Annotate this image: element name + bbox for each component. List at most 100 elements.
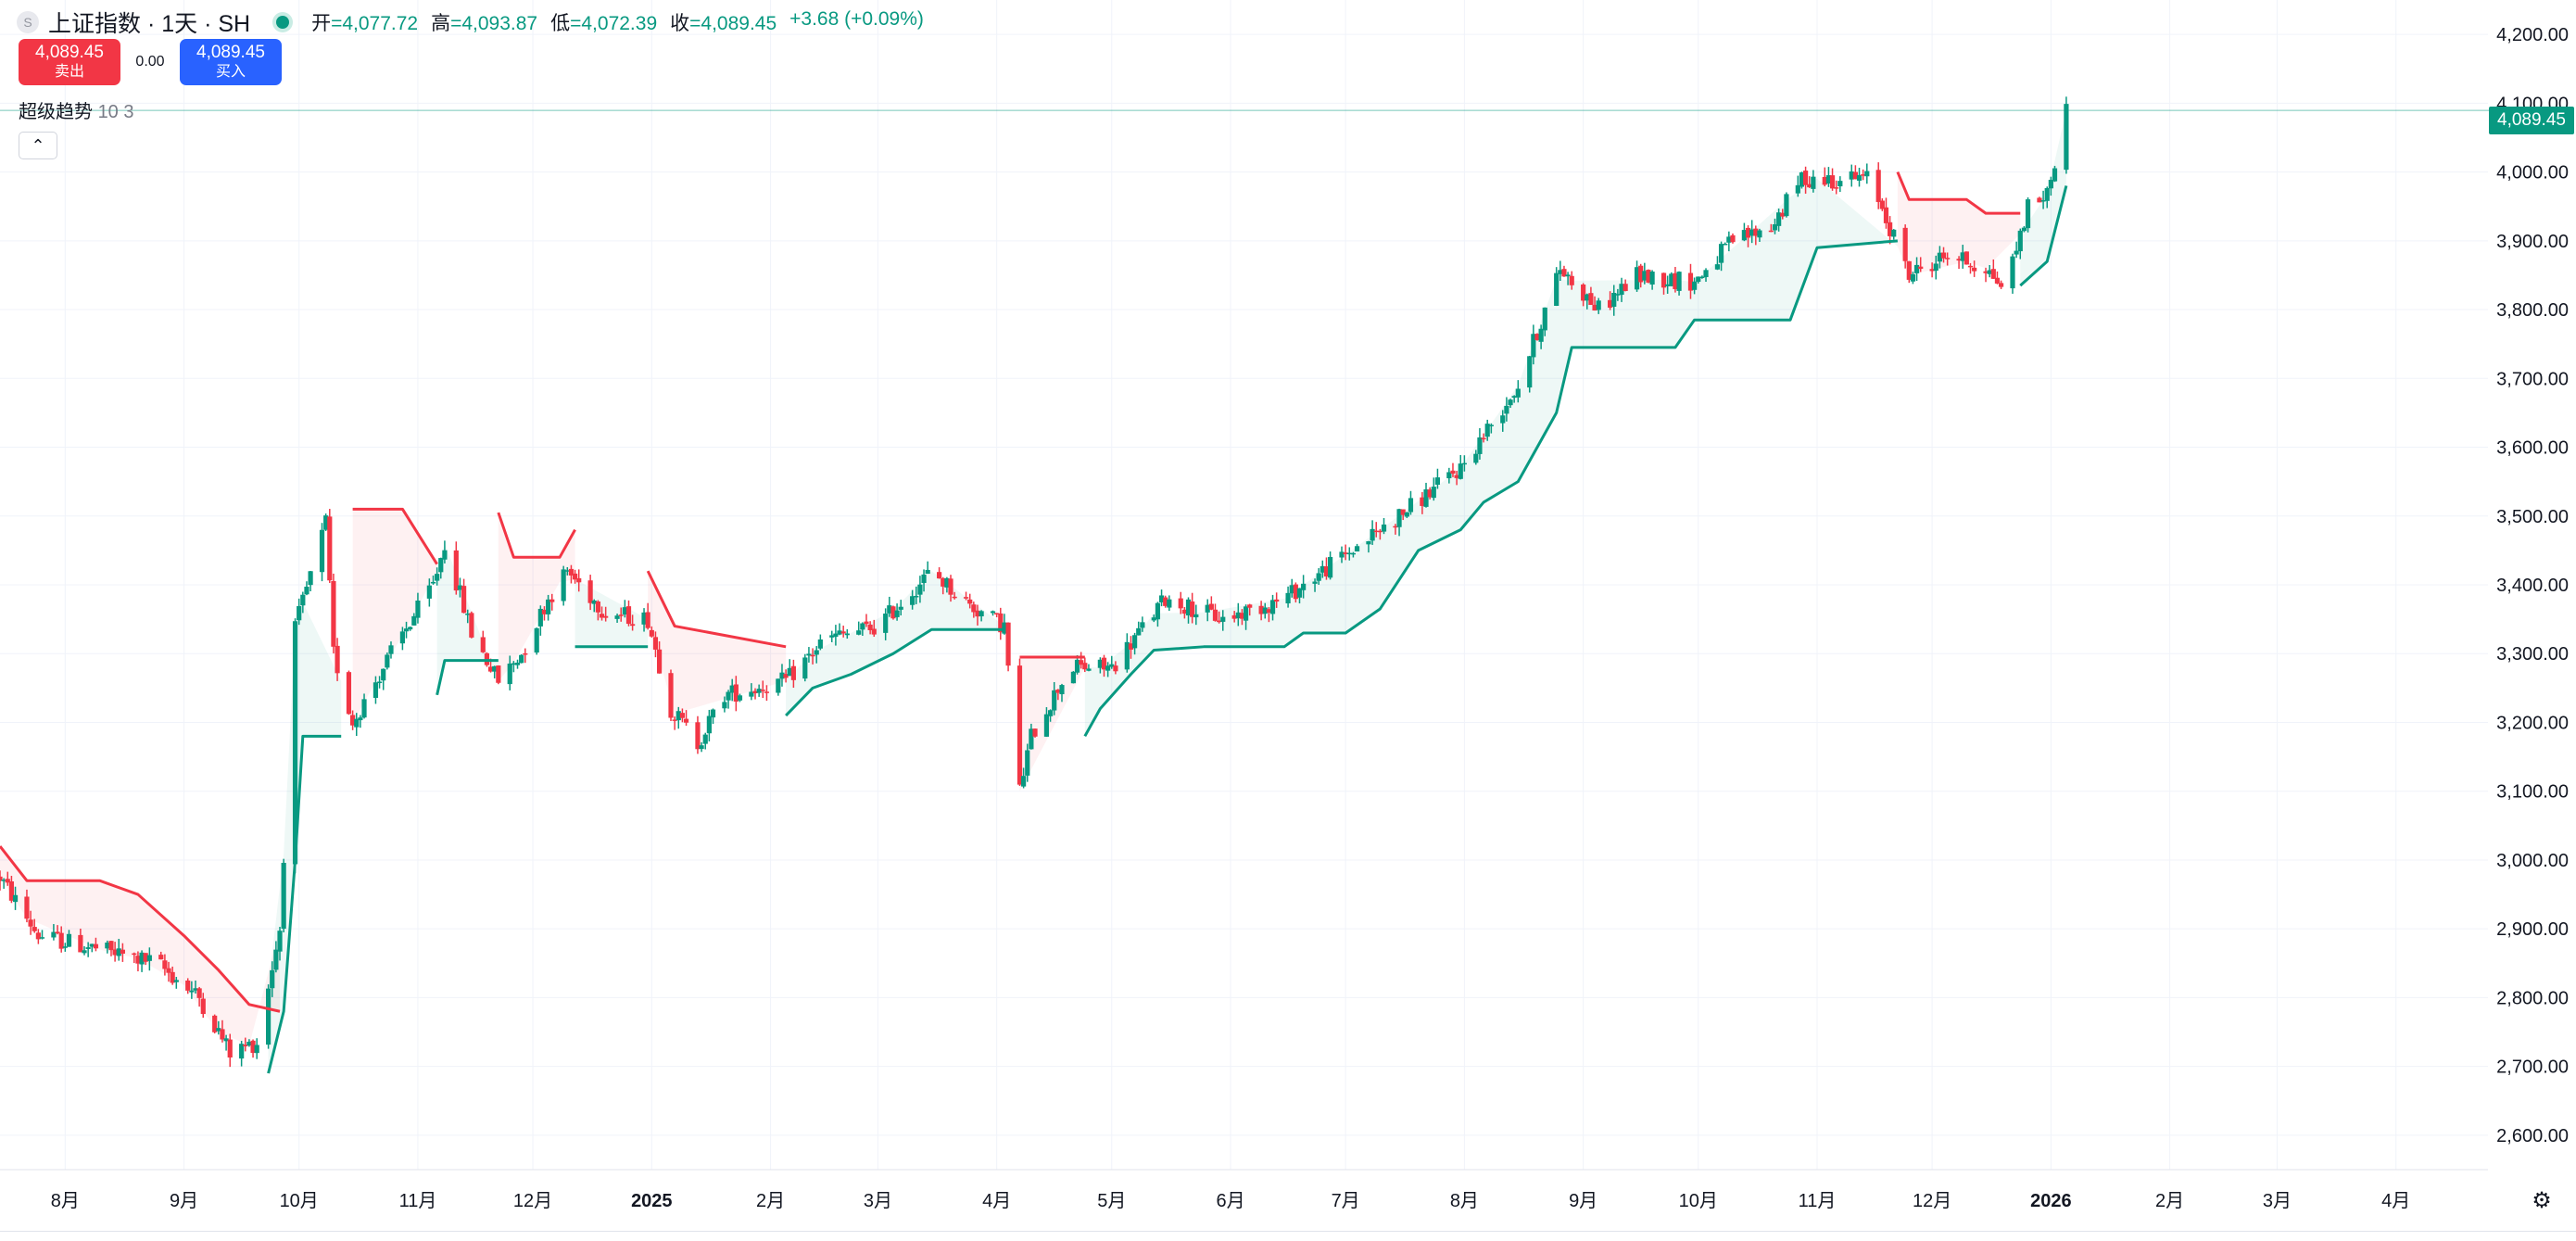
supertrend-fill-area [2020,110,2066,286]
candle-body [78,934,83,953]
x-tick-label: 3月 [2263,1191,2292,1211]
sell-button[interactable]: 4,089.45 卖出 [19,39,120,85]
candle-body [1113,665,1118,672]
candle-body [461,586,467,614]
candle-body [1565,274,1571,277]
candle-body [1619,284,1624,296]
price-candles [0,96,2069,1068]
candle-body [254,1045,259,1054]
candle-body [1699,276,1705,278]
gear-icon[interactable]: ⚙ [2532,1187,2552,1213]
candle-body [62,946,68,948]
collapse-legend-button[interactable]: ⌃ [19,132,57,159]
candle-body [1404,512,1409,517]
candle-body [810,654,815,657]
x-tick-label: 11月 [1799,1191,1837,1211]
x-tick-label: 4月 [2381,1191,2410,1211]
candle-body [1450,470,1456,475]
candle-body [1611,293,1617,307]
candle-body [1269,600,1276,614]
candle-body [898,606,903,610]
candle-body [1323,566,1330,576]
candle-body [1047,710,1054,716]
candle-body [146,955,152,961]
candle-body [1504,405,1509,414]
price-axis[interactable]: 2,600.00 2,700.00 2,800.00 2,900.00 3,000.00… [2496,25,2569,1146]
candle-body [1852,171,1858,180]
ohlc-open: 开=4,077.72 [311,13,419,34]
candle-body [200,998,206,1015]
candle-body [1554,272,1559,306]
y-tick-label: 3,100.00 [2496,782,2569,803]
candle-body [1768,230,1774,233]
candle-body [1124,641,1130,670]
y-tick-label: 4,000.00 [2496,163,2569,184]
candle-body [1021,776,1027,787]
candle-body [381,668,386,681]
y-tick-label: 2,800.00 [2496,988,2569,1008]
candle-body [622,607,627,615]
candle-body [1427,489,1433,498]
candle-body [1718,244,1724,263]
candle-body [1005,622,1011,666]
candle-body [1634,267,1640,290]
candle-body [112,949,118,956]
candle-body [864,621,869,625]
buy-button[interactable]: 4,089.45 买入 [180,39,282,85]
candle-body [1940,252,1947,259]
candle-body [645,612,650,628]
candle-body [1017,665,1023,785]
symbol-title[interactable]: 上证指数 · 1天 · SH [48,11,251,37]
candle-body [108,941,114,951]
bottom-toolbar [0,1231,2576,1241]
candle-body [1370,528,1375,541]
candle-body [1964,251,1969,265]
candle-body [1588,293,1594,305]
indicator-legend[interactable]: 超级趋势 10 3 [19,96,134,123]
candle-body [1972,267,1977,272]
candle-body [702,734,708,744]
candle-body [749,691,754,697]
candle-body [787,667,792,677]
candle-body [618,614,624,616]
candle-body [1730,234,1736,243]
candle-body [837,630,842,635]
candle-body [1994,277,2001,284]
candle-body [603,615,609,618]
candle-body [1749,229,1755,236]
candle-body [1891,229,1897,237]
candle-body [1508,399,1513,406]
candle-body [519,654,524,664]
ohlc-values: 开=4,077.72 高=4,093.87 低=4,072.39 收=4,089… [311,8,924,36]
candle-body [936,572,942,579]
candle-body [1217,620,1222,623]
candle-body [534,627,539,653]
candle-body [1714,264,1721,270]
candle-body [1692,281,1698,290]
candle-body [1615,294,1621,296]
candle-body [975,610,980,617]
indicator-name: 超级趋势 [19,102,93,122]
y-tick-label: 3,600.00 [2496,438,2569,459]
candle-body [1918,266,1924,270]
candle-body [1105,665,1111,671]
candle-body [105,942,110,949]
candle-body [917,584,923,595]
candle-body [1128,643,1134,650]
candle-body [1208,603,1214,610]
candle-body [1642,271,1648,281]
time-axis[interactable]: 8月 9月 10月 11月 12月 2025 2月 3月 4月 5月 6月 7月 8月 9月 10月 11月 1… [0,1169,2488,1211]
candle-body [492,665,498,672]
supertrend-fill-area [648,571,787,714]
supertrend-segment-up [267,734,342,1074]
candle-body [967,599,973,604]
candle-body [239,1044,245,1059]
candle-body [346,672,352,715]
candle-body [1377,530,1383,533]
y-tick-label: 3,700.00 [2496,369,2569,389]
candle-body [1861,174,1866,176]
candle-body [1258,605,1264,614]
candle-body [649,629,654,637]
candle-body [1592,304,1597,311]
